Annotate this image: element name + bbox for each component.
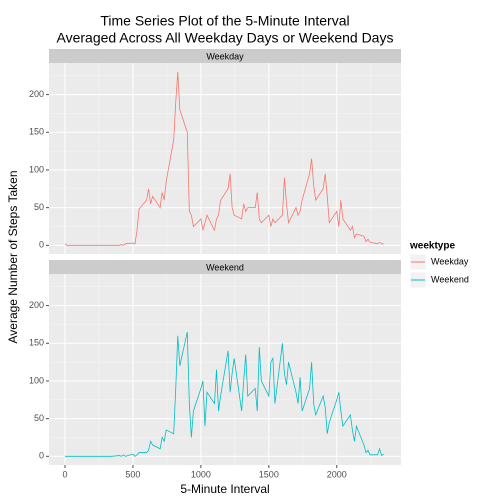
x-tick-label: 2000 <box>327 469 347 479</box>
legend-label: Weekend <box>431 274 469 284</box>
line <box>65 331 384 457</box>
y-tick-label: 200 <box>29 89 44 99</box>
legend-title: weektype <box>409 241 455 252</box>
strip <box>49 260 401 274</box>
panel <box>49 63 401 254</box>
x-tick-label: 1000 <box>191 469 211 479</box>
y-tick-label: 150 <box>29 338 44 348</box>
chart-title: Time Series Plot of the 5-Minute Interva… <box>100 13 349 29</box>
strip <box>49 49 401 63</box>
x-tick-label: 1500 <box>259 469 279 479</box>
y-tick-label: 150 <box>29 127 44 137</box>
strip-label: Weekend <box>206 262 244 272</box>
y-tick-label: 50 <box>34 202 44 212</box>
y-tick-label: 200 <box>29 300 44 310</box>
y-tick-label: 0 <box>39 240 44 250</box>
chart-title: Averaged Across All Weekday Days or Week… <box>57 30 394 46</box>
y-tick-label: 50 <box>34 413 44 423</box>
y-tick-label: 0 <box>39 451 44 461</box>
x-axis-label: 5-Minute Interval <box>180 482 269 496</box>
x-tick-label: 500 <box>125 469 140 479</box>
legend-label: Weekday <box>431 256 469 266</box>
y-tick-label: 100 <box>29 375 44 385</box>
x-tick-label: 0 <box>62 469 67 479</box>
strip-label: Weekday <box>206 51 244 61</box>
line <box>64 71 384 246</box>
y-tick-label: 100 <box>29 164 44 174</box>
y-axis-label: Average Number of Steps Taken <box>6 171 20 344</box>
